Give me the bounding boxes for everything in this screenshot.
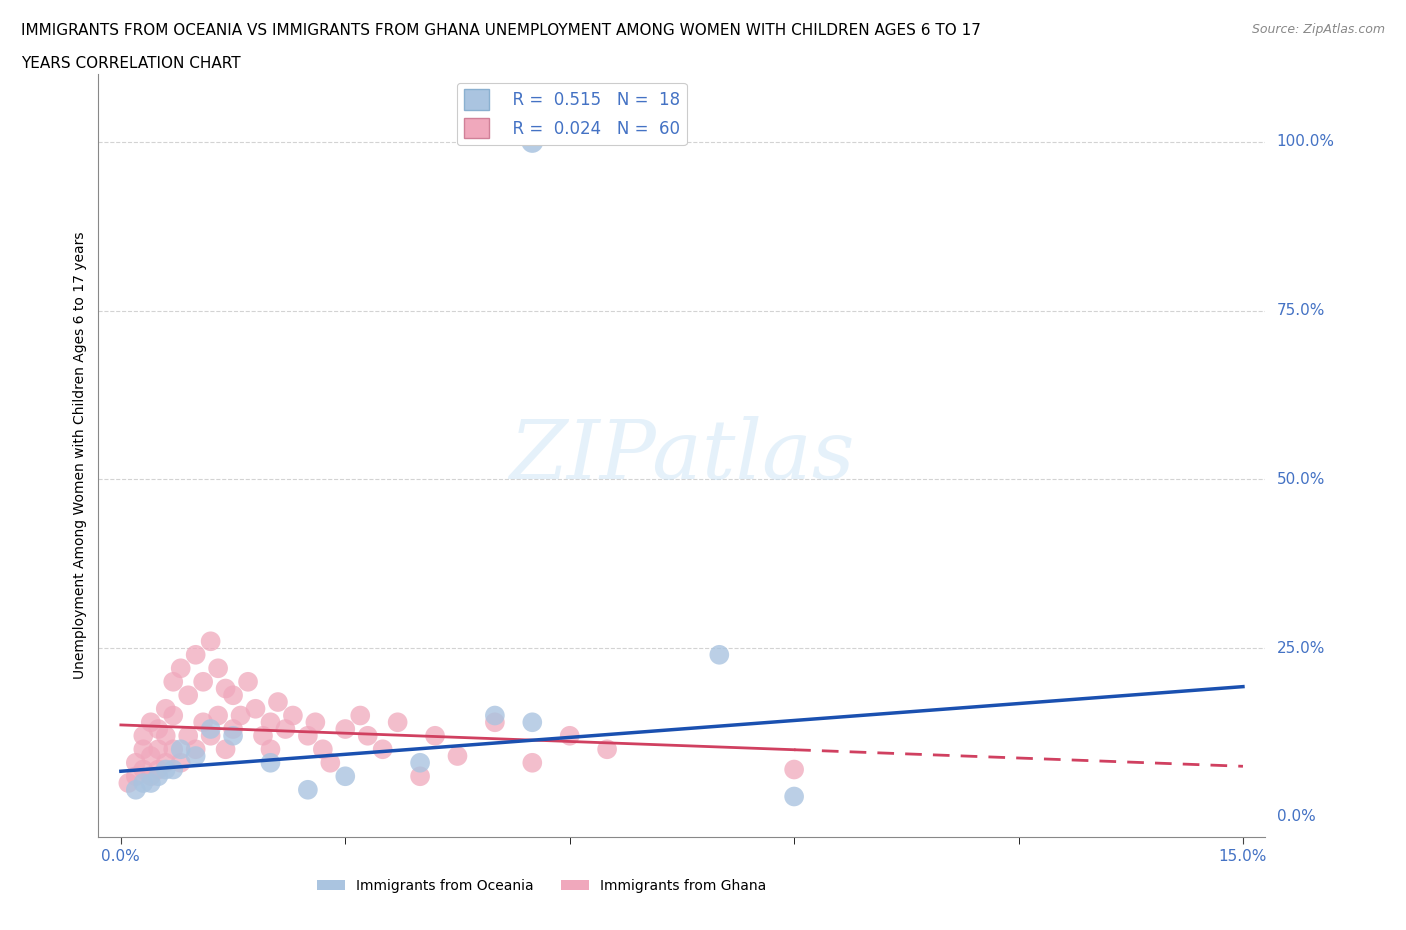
- Point: [200, 634, 222, 649]
- Point: [191, 674, 214, 689]
- Point: [207, 708, 229, 723]
- Point: [184, 749, 207, 764]
- Point: [170, 755, 193, 770]
- Point: [222, 688, 245, 703]
- Point: [297, 728, 319, 743]
- Point: [148, 762, 170, 777]
- Point: [200, 728, 222, 743]
- Point: [484, 708, 506, 723]
- Legend: Immigrants from Oceania, Immigrants from Ghana: Immigrants from Oceania, Immigrants from…: [312, 873, 772, 898]
- Point: [162, 762, 184, 777]
- Point: [139, 749, 162, 764]
- Point: [522, 715, 544, 730]
- Point: [117, 776, 139, 790]
- Point: [155, 728, 177, 743]
- Point: [484, 715, 506, 730]
- Point: [214, 681, 236, 696]
- Point: [222, 728, 245, 743]
- Point: [132, 776, 155, 790]
- Point: [236, 674, 259, 689]
- Point: [522, 135, 544, 150]
- Point: [132, 762, 155, 777]
- Text: YEARS CORRELATION CHART: YEARS CORRELATION CHART: [21, 56, 240, 71]
- Point: [177, 728, 200, 743]
- Point: [170, 661, 193, 676]
- Point: [335, 769, 357, 784]
- Point: [281, 708, 304, 723]
- Point: [259, 742, 281, 757]
- Point: [170, 742, 193, 757]
- Text: Source: ZipAtlas.com: Source: ZipAtlas.com: [1251, 23, 1385, 36]
- Point: [304, 715, 326, 730]
- Text: ZIPatlas: ZIPatlas: [509, 416, 855, 496]
- Point: [177, 688, 200, 703]
- Point: [132, 728, 155, 743]
- Text: 75.0%: 75.0%: [1277, 303, 1324, 318]
- Text: 100.0%: 100.0%: [1277, 135, 1334, 150]
- Point: [319, 755, 342, 770]
- Point: [522, 755, 544, 770]
- Point: [371, 742, 394, 757]
- Point: [200, 722, 222, 737]
- Text: IMMIGRANTS FROM OCEANIA VS IMMIGRANTS FROM GHANA UNEMPLOYMENT AMONG WOMEN WITH C: IMMIGRANTS FROM OCEANIA VS IMMIGRANTS FR…: [21, 23, 981, 38]
- Point: [409, 755, 432, 770]
- Point: [148, 742, 170, 757]
- Point: [125, 782, 148, 797]
- Point: [783, 762, 806, 777]
- Point: [184, 647, 207, 662]
- Point: [274, 722, 297, 737]
- Point: [162, 742, 184, 757]
- Point: [335, 722, 357, 737]
- Point: [184, 742, 207, 757]
- Point: [155, 701, 177, 716]
- Point: [207, 661, 229, 676]
- Point: [155, 755, 177, 770]
- Point: [139, 769, 162, 784]
- Point: [125, 755, 148, 770]
- Point: [596, 742, 619, 757]
- Point: [409, 769, 432, 784]
- Point: [125, 769, 148, 784]
- Point: [229, 708, 252, 723]
- Point: [349, 708, 371, 723]
- Point: [252, 728, 274, 743]
- Point: [162, 708, 184, 723]
- Text: 0.0%: 0.0%: [1277, 809, 1315, 824]
- Point: [259, 715, 281, 730]
- Point: [387, 715, 409, 730]
- Point: [132, 742, 155, 757]
- Point: [297, 782, 319, 797]
- Y-axis label: Unemployment Among Women with Children Ages 6 to 17 years: Unemployment Among Women with Children A…: [73, 232, 87, 680]
- Point: [446, 749, 468, 764]
- Point: [312, 742, 335, 757]
- Point: [148, 769, 170, 784]
- Point: [558, 728, 581, 743]
- Point: [259, 755, 281, 770]
- Point: [357, 728, 380, 743]
- Point: [245, 701, 267, 716]
- Text: 50.0%: 50.0%: [1277, 472, 1324, 486]
- Point: [423, 728, 446, 743]
- Point: [222, 722, 245, 737]
- Point: [162, 674, 184, 689]
- Point: [155, 762, 177, 777]
- Point: [783, 789, 806, 804]
- Point: [267, 695, 290, 710]
- Point: [139, 715, 162, 730]
- Point: [191, 715, 214, 730]
- Text: 25.0%: 25.0%: [1277, 641, 1324, 656]
- Point: [709, 647, 731, 662]
- Point: [148, 722, 170, 737]
- Point: [214, 742, 236, 757]
- Point: [139, 776, 162, 790]
